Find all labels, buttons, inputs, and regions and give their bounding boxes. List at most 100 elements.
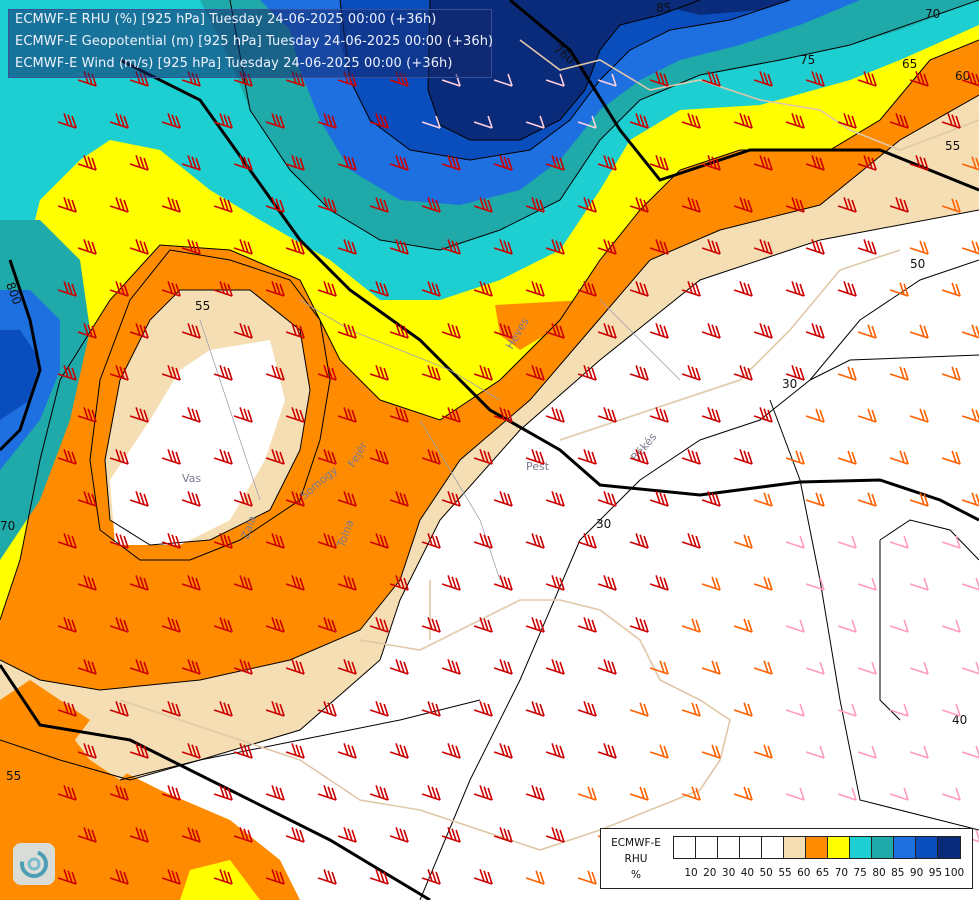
wind-barb: [733, 365, 753, 381]
wind-barb: [961, 324, 979, 339]
wind-barb: [233, 743, 253, 759]
wind-barb: [369, 113, 389, 129]
legend-title: ECMWF-E: [611, 837, 661, 849]
wind-barb: [837, 366, 857, 381]
wind-barb: [213, 365, 233, 381]
ecmwf-logo-icon: [13, 843, 55, 885]
legend-swatch: [916, 837, 938, 858]
wind-barb: [77, 491, 97, 507]
wind-barb: [77, 827, 97, 843]
wind-barb: [109, 533, 129, 549]
wind-barb: [421, 115, 441, 129]
wind-barb: [545, 575, 565, 591]
wind-barb: [493, 575, 513, 591]
wind-barb: [525, 281, 545, 297]
wind-barb: [181, 659, 201, 675]
wind-barb: [961, 240, 979, 255]
wind-barb: [857, 239, 877, 255]
wind-barb: [421, 701, 441, 717]
wind-barb: [213, 113, 233, 129]
wind-barb: [337, 659, 357, 675]
wind-barb: [941, 282, 961, 297]
wind-barb: [285, 491, 305, 507]
wind-barb: [109, 197, 129, 213]
wind-barb: [233, 71, 253, 87]
legend-swatch: [872, 837, 894, 858]
wind-barb: [109, 701, 129, 717]
wind-barb: [909, 577, 929, 591]
wind-barb: [265, 785, 285, 801]
wind-barb: [941, 450, 961, 465]
wind-barb: [629, 449, 649, 465]
wind-barb: [785, 113, 805, 129]
wind-barb: [681, 365, 701, 381]
title-geopotential: ECMWF-E Geopotential (m) [925 hPa] Tuesd…: [15, 34, 494, 49]
wind-barb: [805, 155, 825, 171]
wind-barb: [733, 618, 753, 633]
wind-barb: [57, 869, 77, 885]
wind-barb: [649, 71, 669, 87]
wind-barb: [941, 366, 961, 381]
legend-swatch: [850, 837, 872, 858]
wind-barb: [57, 197, 77, 213]
legend-swatch: [894, 837, 916, 858]
wind-barb: [317, 449, 337, 465]
wind-barb: [629, 617, 649, 633]
place-vas: Vas: [182, 472, 201, 485]
wind-barb: [285, 827, 305, 843]
rhu-legend: ECMWF-E RHU % 10 20 30 40 50 55 60 65 70 75 80 85 90…: [600, 828, 973, 889]
wind-barb: [785, 619, 805, 633]
wind-barb: [649, 744, 669, 759]
rhu-60-sw: [0, 720, 300, 900]
wind-barb: [57, 281, 77, 297]
wind-barb: [213, 701, 233, 717]
wind-barb: [597, 407, 617, 423]
wind-barb: [961, 745, 979, 759]
wind-barb: [649, 407, 669, 423]
wind-barb: [701, 576, 721, 591]
wind-barb: [161, 617, 181, 633]
wind-barb: [233, 659, 253, 675]
wind-barb: [337, 827, 357, 843]
wind-barb: [337, 575, 357, 591]
wind-barb: [421, 197, 441, 213]
wind-barb: [369, 197, 389, 213]
wind-barb: [337, 743, 357, 759]
label-50: 50: [910, 257, 925, 271]
wind-barb: [649, 323, 669, 339]
wind-barb: [421, 869, 441, 885]
wind-barb: [753, 155, 773, 171]
label-55-ne: 55: [945, 139, 960, 153]
legend-ticks: 10 20 30 40 50 55 60 65 70 75 80 85 90 95 100: [673, 867, 973, 881]
title-rhu: ECMWF-E RHU (%) [925 hPa] Tuesday 24-06-…: [15, 12, 437, 27]
wind-barb: [181, 323, 201, 339]
wind-barb: [265, 701, 285, 717]
geopotential-780: [0, 664, 431, 900]
legend-swatch: [828, 837, 850, 858]
wind-barb: [597, 155, 617, 171]
wind-barb: [233, 827, 253, 843]
wind-barb: [161, 113, 181, 129]
wind-barb: [753, 71, 773, 87]
legend-tick-label: 80: [872, 867, 886, 879]
wind-barb: [837, 703, 857, 717]
wind-barb: [525, 449, 545, 465]
wind-barb: [421, 449, 441, 465]
wind-barb: [389, 827, 409, 843]
title-panel: ECMWF-E RHU (%) [925 hPa] Tuesday 24-06-…: [8, 9, 494, 78]
wind-barb: [109, 449, 129, 465]
wind-barb: [285, 155, 305, 171]
wind-barb: [733, 113, 753, 129]
legend-tick-label: 30: [721, 867, 736, 879]
wind-barb: [753, 407, 773, 423]
wind-barb: [161, 365, 181, 381]
wind-barb: [473, 365, 493, 381]
wind-barb: [389, 71, 409, 87]
wind-barb: [525, 365, 545, 381]
legend-tick-label: 50: [759, 867, 773, 879]
wind-barb: [805, 323, 825, 339]
wind-barb: [545, 407, 565, 423]
wind-barb: [317, 701, 337, 717]
label-65: 65: [902, 57, 917, 71]
